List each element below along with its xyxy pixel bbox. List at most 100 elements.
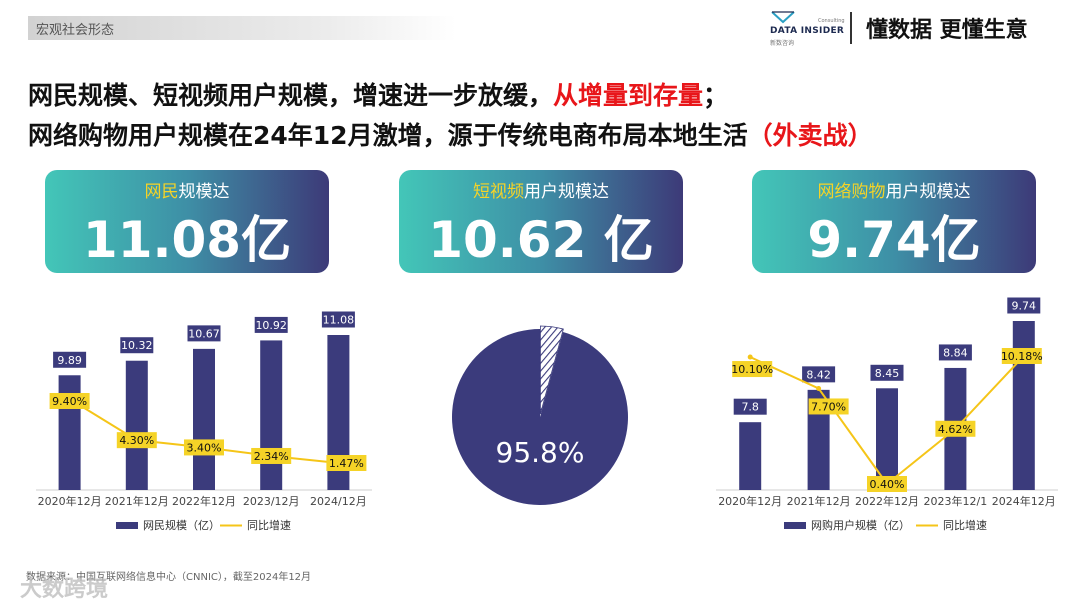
growth-label-box: [732, 361, 773, 378]
bar: [260, 340, 283, 490]
headline-line-2: 网络购物用户规模在24年12月激增，源于传统电商布局本地生活（外卖战）: [28, 116, 873, 152]
growth-label: 9.40%: [52, 395, 87, 408]
headline-line-1-text: 网民规模、短视频用户规模，增速进一步放缓，: [28, 81, 554, 110]
card-value: 10.62 亿: [428, 211, 654, 269]
legend-swatch-bar: [784, 522, 806, 529]
pie-slice-rest: [539, 325, 564, 415]
legend-label-bar: 网民规模（亿）: [143, 518, 220, 532]
card-label-rest: 规模达: [178, 182, 230, 202]
data-source-note: 数据来源：中国互联网络信息中心（CNNIC），截至2024年12月: [26, 572, 312, 583]
bar-value-label: 8.45: [875, 367, 900, 380]
x-tick-label: 2022年12月: [855, 494, 919, 508]
stat-card-online-shopping: 网络购物用户规模达 9.74亿: [752, 170, 1036, 273]
chart-online-shopping-scale: 7.8 8.42 8.45 8.84 9.74 10.10% 7.70% 0.40% 4.62%…: [716, 296, 1058, 532]
growth-label-box: [49, 393, 90, 409]
bar-value-label-box: [253, 315, 289, 334]
bar-value-label: 10.67: [188, 327, 220, 340]
chart-short-video-share: 95.8%: [452, 325, 628, 505]
growth-point: [816, 385, 822, 391]
growth-label-box: [184, 439, 224, 456]
growth-label-box: [116, 432, 157, 449]
brand-logo-icon: [771, 11, 795, 24]
x-tick-label: 2020年12月: [38, 494, 102, 508]
bar: [807, 389, 830, 490]
bar: [58, 375, 81, 490]
slogan: 懂数据 更懂生意: [866, 18, 1028, 43]
brand-name: DATA INSIDER: [770, 26, 845, 36]
brand-logo: Consulting DATA INSIDER 新数咨询: [770, 10, 845, 47]
headline-line-2-text: 网络购物用户规模在24年12月激增，源于传统电商布局本地生活: [28, 121, 748, 150]
card-label: 网络购物用户规模达: [752, 177, 1036, 202]
legend-swatch-bar: [116, 522, 138, 529]
growth-label: 3.40%: [187, 441, 222, 454]
bar-value-label: 8.42: [806, 368, 831, 381]
pie-value-label: 95.8%: [496, 436, 585, 469]
brand-sub: 新数咨询: [770, 40, 795, 47]
bar-value-label-box: [1006, 296, 1042, 315]
x-tick-label: 2023/12月: [243, 495, 300, 508]
bar: [739, 422, 762, 490]
bar: [876, 388, 898, 490]
bar-value-label-box: [937, 343, 973, 362]
bar: [125, 360, 148, 490]
card-label: 短视频用户规模达: [399, 177, 683, 202]
x-tick-label: 2023年12/1: [924, 494, 988, 508]
headline-line-1-highlight: 从增量到存量: [553, 81, 704, 110]
brand-consulting: Consulting: [818, 18, 845, 24]
bar-value-label-box: [732, 397, 768, 416]
stat-card-short-video: 短视频用户规模达 10.62 亿: [399, 170, 683, 273]
bar-value-label: 10.92: [255, 319, 287, 332]
bar-value-label: 8.84: [943, 346, 968, 359]
bar: [1012, 321, 1035, 490]
x-tick-label: 2021年12月: [787, 494, 851, 508]
growth-label-box: [251, 447, 292, 464]
card-value: 11.08亿: [82, 211, 292, 269]
card-label-rest: 用户规模达: [885, 182, 971, 202]
card-label-highlight: 网民: [144, 182, 179, 202]
growth-label-box: [1001, 348, 1042, 364]
growth-label-box: [867, 476, 907, 492]
bar-value-label-box: [801, 365, 837, 384]
bar-value-label: 9.89: [57, 354, 82, 367]
growth-label: 0.40%: [870, 478, 905, 491]
card-label: 网民规模达: [45, 177, 329, 202]
headline-line-2-highlight: （外卖战）: [747, 121, 873, 150]
headline-line-1: 网民规模、短视频用户规模，增速进一步放缓，从增量到存量；: [28, 76, 728, 112]
section-tag-label: 宏观社会形态: [36, 23, 115, 38]
x-tick-label: 2021年12月: [105, 494, 169, 508]
stat-card-netizens: 网民规模达 11.08亿: [45, 170, 329, 273]
bar-value-label: 11.08: [323, 314, 355, 327]
growth-point: [747, 354, 753, 360]
card-label-highlight: 短视频: [473, 182, 524, 202]
growth-label: 7.70%: [811, 400, 846, 413]
x-tick-label: 2022年12月: [172, 494, 236, 508]
bar-value-label: 7.8: [741, 401, 759, 414]
bar-value-label-box: [869, 363, 905, 382]
growth-label-box: [935, 420, 976, 437]
bar-value-label-box: [186, 324, 222, 343]
growth-label: 4.30%: [119, 434, 154, 447]
card-label-rest: 用户规模达: [524, 182, 609, 202]
chart-netizen-scale: 9.89 10.32 10.67 10.92 11.08 9.40% 4.30% 3.40% 2…: [36, 310, 372, 532]
bar-value-label-box: [52, 350, 88, 369]
bar: [193, 348, 215, 490]
pie-slice-main: [452, 329, 628, 505]
x-tick-label: 2024年12月: [992, 494, 1056, 508]
card-label-highlight: 网络购物: [817, 182, 886, 202]
bar-value-label: 10.32: [121, 339, 153, 352]
section-tag: 宏观社会形态: [28, 16, 456, 40]
bar-value-label: 9.74: [1012, 300, 1037, 313]
growth-label: 10.18%: [1001, 350, 1043, 363]
card-value: 9.74亿: [807, 211, 981, 269]
growth-label-box: [808, 398, 849, 415]
legend-label-line: 同比增速: [943, 518, 987, 532]
x-tick-label: 2020年12月: [718, 494, 782, 508]
legend-label-line: 同比增速: [247, 518, 291, 532]
bar-value-label-box: [119, 336, 155, 355]
growth-label: 1.47%: [329, 457, 364, 470]
brand-divider: [850, 12, 852, 44]
growth-label: 4.62%: [938, 423, 973, 436]
watermark: 大数跨境: [20, 577, 109, 602]
bar-value-label-box: [320, 310, 356, 329]
growth-label-box: [326, 455, 367, 471]
